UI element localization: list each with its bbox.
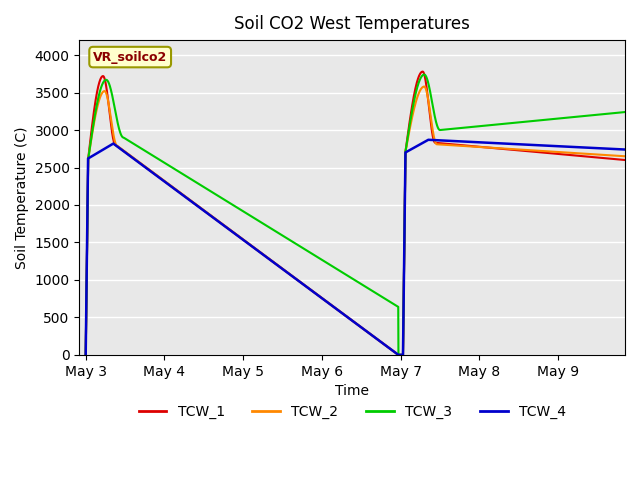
Y-axis label: Soil Temperature (C): Soil Temperature (C) (15, 126, 29, 269)
TCW_3 (525, 119, 533, 124)
TCW_1 (484, 144, 492, 150)
TCW_1 (621, 157, 629, 163)
TCW_3 (420, 72, 428, 77)
TCW_3 (621, 109, 629, 115)
TCW_2 (288, 273, 296, 278)
TCW_1 (288, 273, 296, 279)
Line: TCW_1: TCW_1 (86, 72, 625, 355)
TCW_3 (433, 121, 440, 127)
TCW_4 (621, 147, 629, 153)
TCW_2 (484, 144, 492, 150)
TCW_2 (405, 129, 413, 135)
TCW_2 (420, 84, 428, 89)
TCW_2 (621, 154, 629, 159)
TCW_3 (288, 239, 296, 244)
TCW_1 (525, 148, 533, 154)
TCW_2 (180, 192, 188, 198)
Line: TCW_2: TCW_2 (86, 86, 625, 355)
TCW_2 (82, 352, 90, 358)
Line: TCW_4: TCW_4 (86, 140, 625, 355)
X-axis label: Time: Time (335, 384, 369, 398)
TCW_1 (180, 192, 188, 198)
TCW_3 (405, 125, 413, 131)
Line: TCW_3: TCW_3 (86, 74, 625, 355)
TCW_4 (180, 193, 188, 199)
Text: VR_soilco2: VR_soilco2 (93, 50, 167, 63)
TCW_4 (288, 273, 296, 279)
Title: Soil CO2 West Temperatures: Soil CO2 West Temperatures (234, 15, 470, 33)
TCW_4 (525, 142, 533, 148)
TCW_3 (484, 122, 492, 128)
TCW_1 (82, 352, 90, 358)
TCW_1 (405, 122, 413, 128)
TCW_4 (484, 140, 492, 145)
TCW_2 (433, 141, 440, 147)
Legend: TCW_1, TCW_2, TCW_3, TCW_4: TCW_1, TCW_2, TCW_3, TCW_4 (133, 399, 572, 425)
TCW_1 (419, 69, 426, 74)
TCW_3 (180, 172, 188, 178)
TCW_3 (82, 352, 90, 358)
TCW_1 (433, 140, 440, 146)
TCW_4 (82, 352, 90, 358)
TCW_4 (433, 137, 440, 143)
TCW_4 (405, 147, 413, 153)
TCW_4 (424, 137, 432, 143)
TCW_2 (525, 147, 533, 153)
